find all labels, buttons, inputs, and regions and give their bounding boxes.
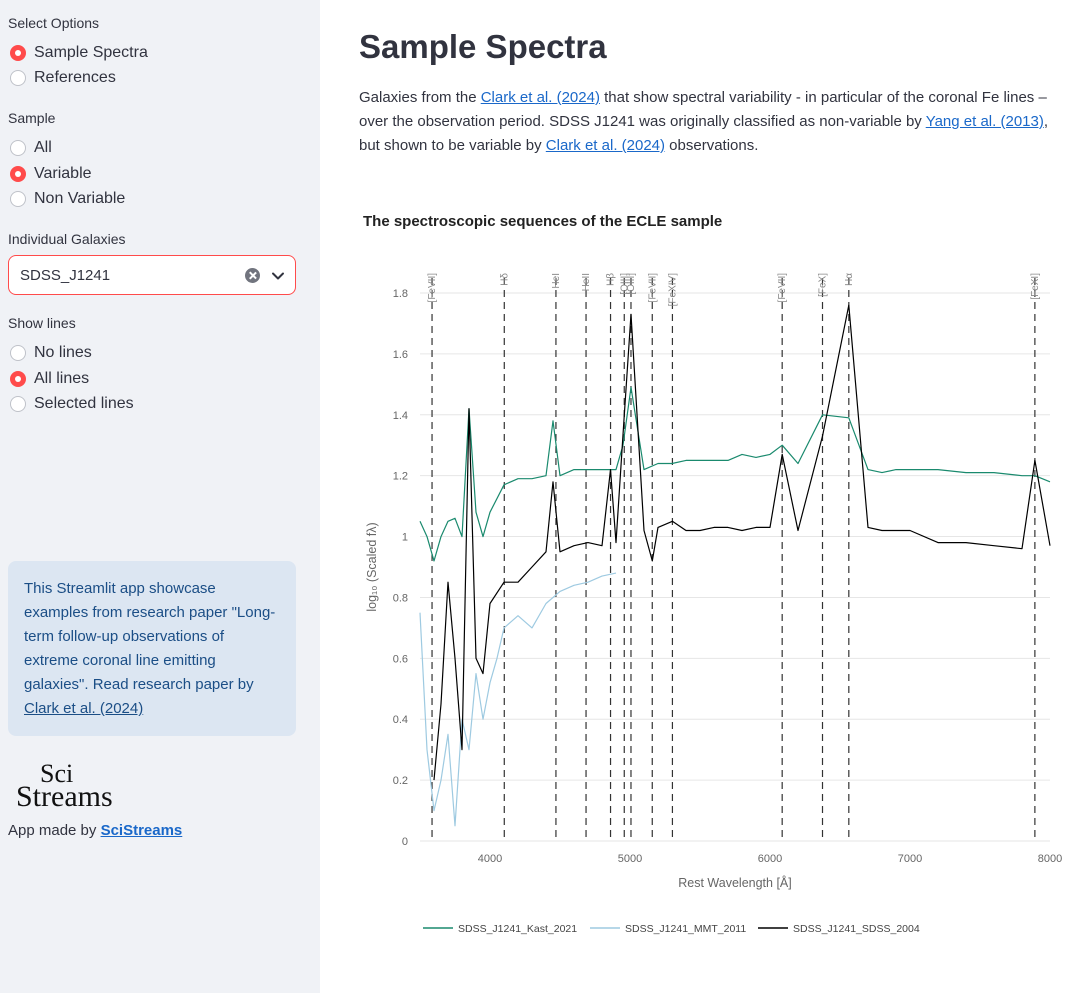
radio-label: All lines xyxy=(34,370,90,387)
radio-label: All xyxy=(34,139,52,156)
sample-label: Sample xyxy=(8,110,56,126)
emission-line-label: [OIII] xyxy=(619,273,630,295)
radio-label: References xyxy=(34,69,116,86)
radio-checked-icon xyxy=(10,166,26,182)
x-tick-label: 8000 xyxy=(1038,853,1062,865)
y-tick-label: 1.6 xyxy=(393,349,408,361)
y-tick-label: 1.8 xyxy=(393,288,408,300)
radio-sample-spectra[interactable]: Sample Spectra xyxy=(10,44,148,62)
scistreams-logo: Sci Streams xyxy=(16,759,113,812)
radio-label: Non Variable xyxy=(34,190,126,207)
legend-label: SDSS_J1241_SDSS_2004 xyxy=(793,923,920,935)
x-tick-label: 5000 xyxy=(618,853,642,865)
y-tick-label: 0.8 xyxy=(393,592,408,604)
info-paper-link[interactable]: Clark et al. (2024) xyxy=(24,700,144,717)
radio-checked-icon xyxy=(10,45,26,61)
spectra-chart[interactable]: The spectroscopic sequences of the ECLE … xyxy=(355,200,1075,945)
radio-label: No lines xyxy=(34,344,92,361)
logo-sci: Sci xyxy=(40,759,73,788)
legend-label: SDSS_J1241_Kast_2021 xyxy=(458,923,577,935)
yang-link[interactable]: Yang et al. (2013) xyxy=(925,113,1044,130)
y-axis-label: log₁₀ (Scaled fλ) xyxy=(365,522,379,611)
desc-text-3: , but shown to be variable by xyxy=(359,113,1049,154)
radio-unchecked-icon xyxy=(10,396,26,412)
sidebar: Select Options Sample Spectra References… xyxy=(0,0,320,993)
radio-non-variable[interactable]: Non Variable xyxy=(10,190,125,208)
radio-unchecked-icon xyxy=(10,70,26,86)
clark-link-2[interactable]: Clark et al. (2024) xyxy=(545,137,666,154)
made-by-text: App made by xyxy=(8,822,101,839)
x-tick-label: 7000 xyxy=(898,853,922,865)
desc-text-2: that show spectral variability - in part… xyxy=(359,89,1047,130)
legend-label: SDSS_J1241_MMT_2011 xyxy=(625,923,746,935)
x-tick-label: 6000 xyxy=(758,853,782,865)
emission-line-label: [FeXIV] xyxy=(667,273,678,307)
radio-label: Selected lines xyxy=(34,395,134,412)
select-options-label: Select Options xyxy=(8,15,100,31)
radio-references[interactable]: References xyxy=(10,69,116,87)
radio-selected-lines[interactable]: Selected lines xyxy=(10,395,134,413)
logo-streams: Streams xyxy=(16,780,113,812)
radio-checked-icon xyxy=(10,371,26,387)
y-tick-label: 0 xyxy=(402,836,408,848)
desc-text-1: Galaxies from the xyxy=(359,89,481,106)
y-tick-label: 1.2 xyxy=(393,471,408,483)
series-line xyxy=(419,572,617,827)
emission-line-label: Hδ xyxy=(499,273,510,286)
clark-link-1[interactable]: Clark et al. (2024) xyxy=(480,89,600,106)
emission-line-label: [FeXI] xyxy=(1030,273,1041,300)
radio-label: Sample Spectra xyxy=(34,44,148,61)
y-tick-label: 1 xyxy=(402,532,408,544)
radio-unchecked-icon xyxy=(10,140,26,156)
emission-line-label: Hα xyxy=(844,273,855,286)
y-tick-label: 0.4 xyxy=(393,714,408,726)
emission-line-label: [FeVII] xyxy=(427,273,438,303)
emission-line-label: HeII xyxy=(581,273,592,291)
individual-galaxies-label: Individual Galaxies xyxy=(8,231,126,247)
page-description: Galaxies from the Clark et al. (2024) th… xyxy=(359,86,1069,158)
y-tick-label: 0.2 xyxy=(393,775,408,787)
radio-all[interactable]: All xyxy=(10,139,52,157)
radio-all-lines[interactable]: All lines xyxy=(10,370,89,388)
x-tick-label: 4000 xyxy=(478,853,502,865)
series-line xyxy=(419,386,1051,562)
radio-no-lines[interactable]: No lines xyxy=(10,344,92,362)
chart-title: The spectroscopic sequences of the ECLE … xyxy=(363,213,722,230)
radio-label: Variable xyxy=(34,165,92,182)
desc-text-4: observations. xyxy=(665,137,759,154)
page-title: Sample Spectra xyxy=(359,28,607,65)
info-box: This Streamlit app showcase examples fro… xyxy=(8,561,296,736)
galaxy-select[interactable]: SDSS_J1241 xyxy=(8,255,296,295)
emission-line-label: [FeVII] xyxy=(647,273,658,303)
emission-line-label: Hβ xyxy=(606,273,617,286)
emission-line-label: [FeX] xyxy=(818,273,829,297)
emission-line-label: HeI xyxy=(551,273,562,289)
scistreams-link[interactable]: SciStreams xyxy=(100,822,183,839)
y-tick-label: 0.6 xyxy=(393,653,408,665)
x-axis-label: Rest Wavelength [Å] xyxy=(678,875,791,890)
clear-icon[interactable] xyxy=(245,268,260,283)
show-lines-label: Show lines xyxy=(8,315,76,331)
chevron-down-icon[interactable] xyxy=(271,269,285,283)
series-line xyxy=(433,304,1051,781)
made-by: App made by SciStreams xyxy=(8,822,182,839)
radio-variable[interactable]: Variable xyxy=(10,165,92,183)
radio-unchecked-icon xyxy=(10,191,26,207)
emission-line-label: [OIII] xyxy=(626,273,637,295)
radio-unchecked-icon xyxy=(10,345,26,361)
galaxy-select-value: SDSS_J1241 xyxy=(20,267,111,284)
emission-line-label: [FeVII] xyxy=(777,273,788,303)
y-tick-label: 1.4 xyxy=(393,410,408,422)
info-text: This Streamlit app showcase examples fro… xyxy=(24,580,276,693)
